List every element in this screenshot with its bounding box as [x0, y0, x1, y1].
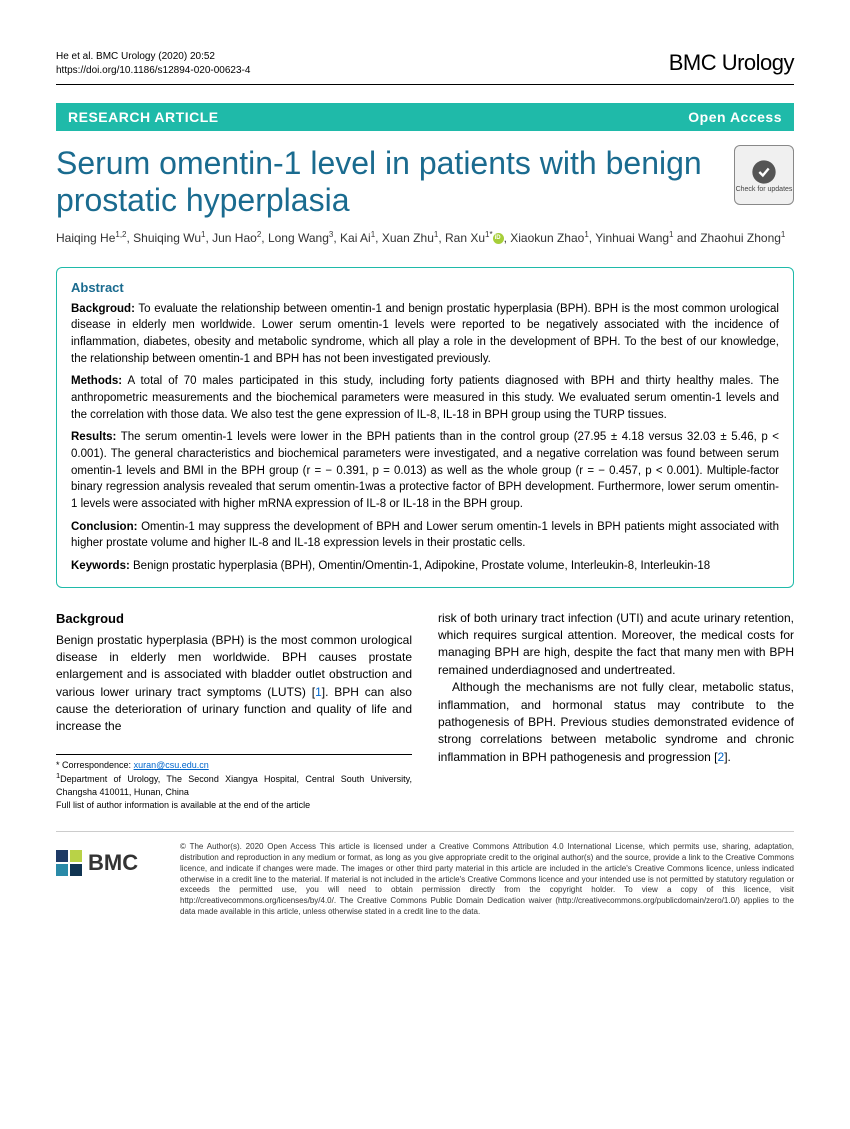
abs-results-text: The serum omentin-1 levels were lower in… — [71, 431, 779, 510]
abs-keywords-text: Benign prostatic hyperplasia (BPH), Omen… — [133, 560, 710, 572]
abs-conclusion-label: Conclusion: — [71, 521, 137, 533]
abs-methods-text: A total of 70 males participated in this… — [71, 375, 779, 420]
corr-note: Full list of author information is avail… — [56, 799, 412, 812]
check-updates-icon — [750, 158, 778, 186]
ref-link-1[interactable]: 1 — [315, 685, 322, 699]
abstract-heading: Abstract — [71, 280, 779, 295]
abs-keywords-label: Keywords: — [71, 560, 130, 572]
header-rule — [56, 84, 794, 85]
corr-affiliation: Department of Urology, The Second Xiangy… — [56, 774, 412, 797]
bmc-logo-text: BMC — [88, 850, 138, 876]
license-text: © The Author(s). 2020 Open Access This a… — [180, 842, 794, 918]
doi: https://doi.org/10.1186/s12894-020-00623… — [56, 64, 250, 78]
article-title: Serum omentin-1 level in patients with b… — [56, 145, 714, 219]
check-updates-badge[interactable]: Check for updates — [734, 145, 794, 205]
abs-methods-label: Methods: — [71, 375, 122, 387]
column-right: risk of both urinary tract infection (UT… — [438, 610, 794, 812]
article-type-banner: RESEARCH ARTICLE Open Access — [56, 103, 794, 131]
abs-bg-label: Backgroud: — [71, 303, 135, 315]
body-columns: Backgroud Benign prostatic hyperplasia (… — [56, 610, 794, 812]
correspondence-box: * Correspondence: xuran@csu.edu.cn 1Depa… — [56, 754, 412, 811]
abs-conclusion-text: Omentin-1 may suppress the development o… — [71, 521, 779, 550]
abs-results-label: Results: — [71, 431, 116, 443]
corr-email[interactable]: xuran@csu.edu.cn — [134, 760, 209, 770]
bmc-logo-icon — [56, 850, 82, 876]
section-heading: Backgroud — [56, 610, 412, 629]
journal-brand: BMC Urology — [669, 50, 794, 76]
corr-label: * Correspondence: — [56, 760, 131, 770]
body-para-2: risk of both urinary tract infection (UT… — [438, 610, 794, 680]
check-updates-label: Check for updates — [736, 186, 793, 193]
abs-bg-text: To evaluate the relationship between ome… — [71, 303, 779, 365]
header-meta: He et al. BMC Urology (2020) 20:52 https… — [56, 50, 794, 78]
body-para-3: Although the mechanisms are not fully cl… — [438, 679, 794, 766]
banner-right: Open Access — [688, 109, 782, 125]
column-left: Backgroud Benign prostatic hyperplasia (… — [56, 610, 412, 812]
body-para-1: Benign prostatic hyperplasia (BPH) is th… — [56, 632, 412, 736]
banner-left: RESEARCH ARTICLE — [68, 109, 219, 125]
bmc-logo: BMC — [56, 842, 166, 884]
abstract-box: Abstract Backgroud: To evaluate the rela… — [56, 267, 794, 588]
citation: He et al. BMC Urology (2020) 20:52 — [56, 50, 250, 64]
footer: BMC © The Author(s). 2020 Open Access Th… — [56, 831, 794, 918]
authors-list: Haiqing He1,2, Shuiqing Wu1, Jun Hao2, L… — [56, 229, 794, 247]
